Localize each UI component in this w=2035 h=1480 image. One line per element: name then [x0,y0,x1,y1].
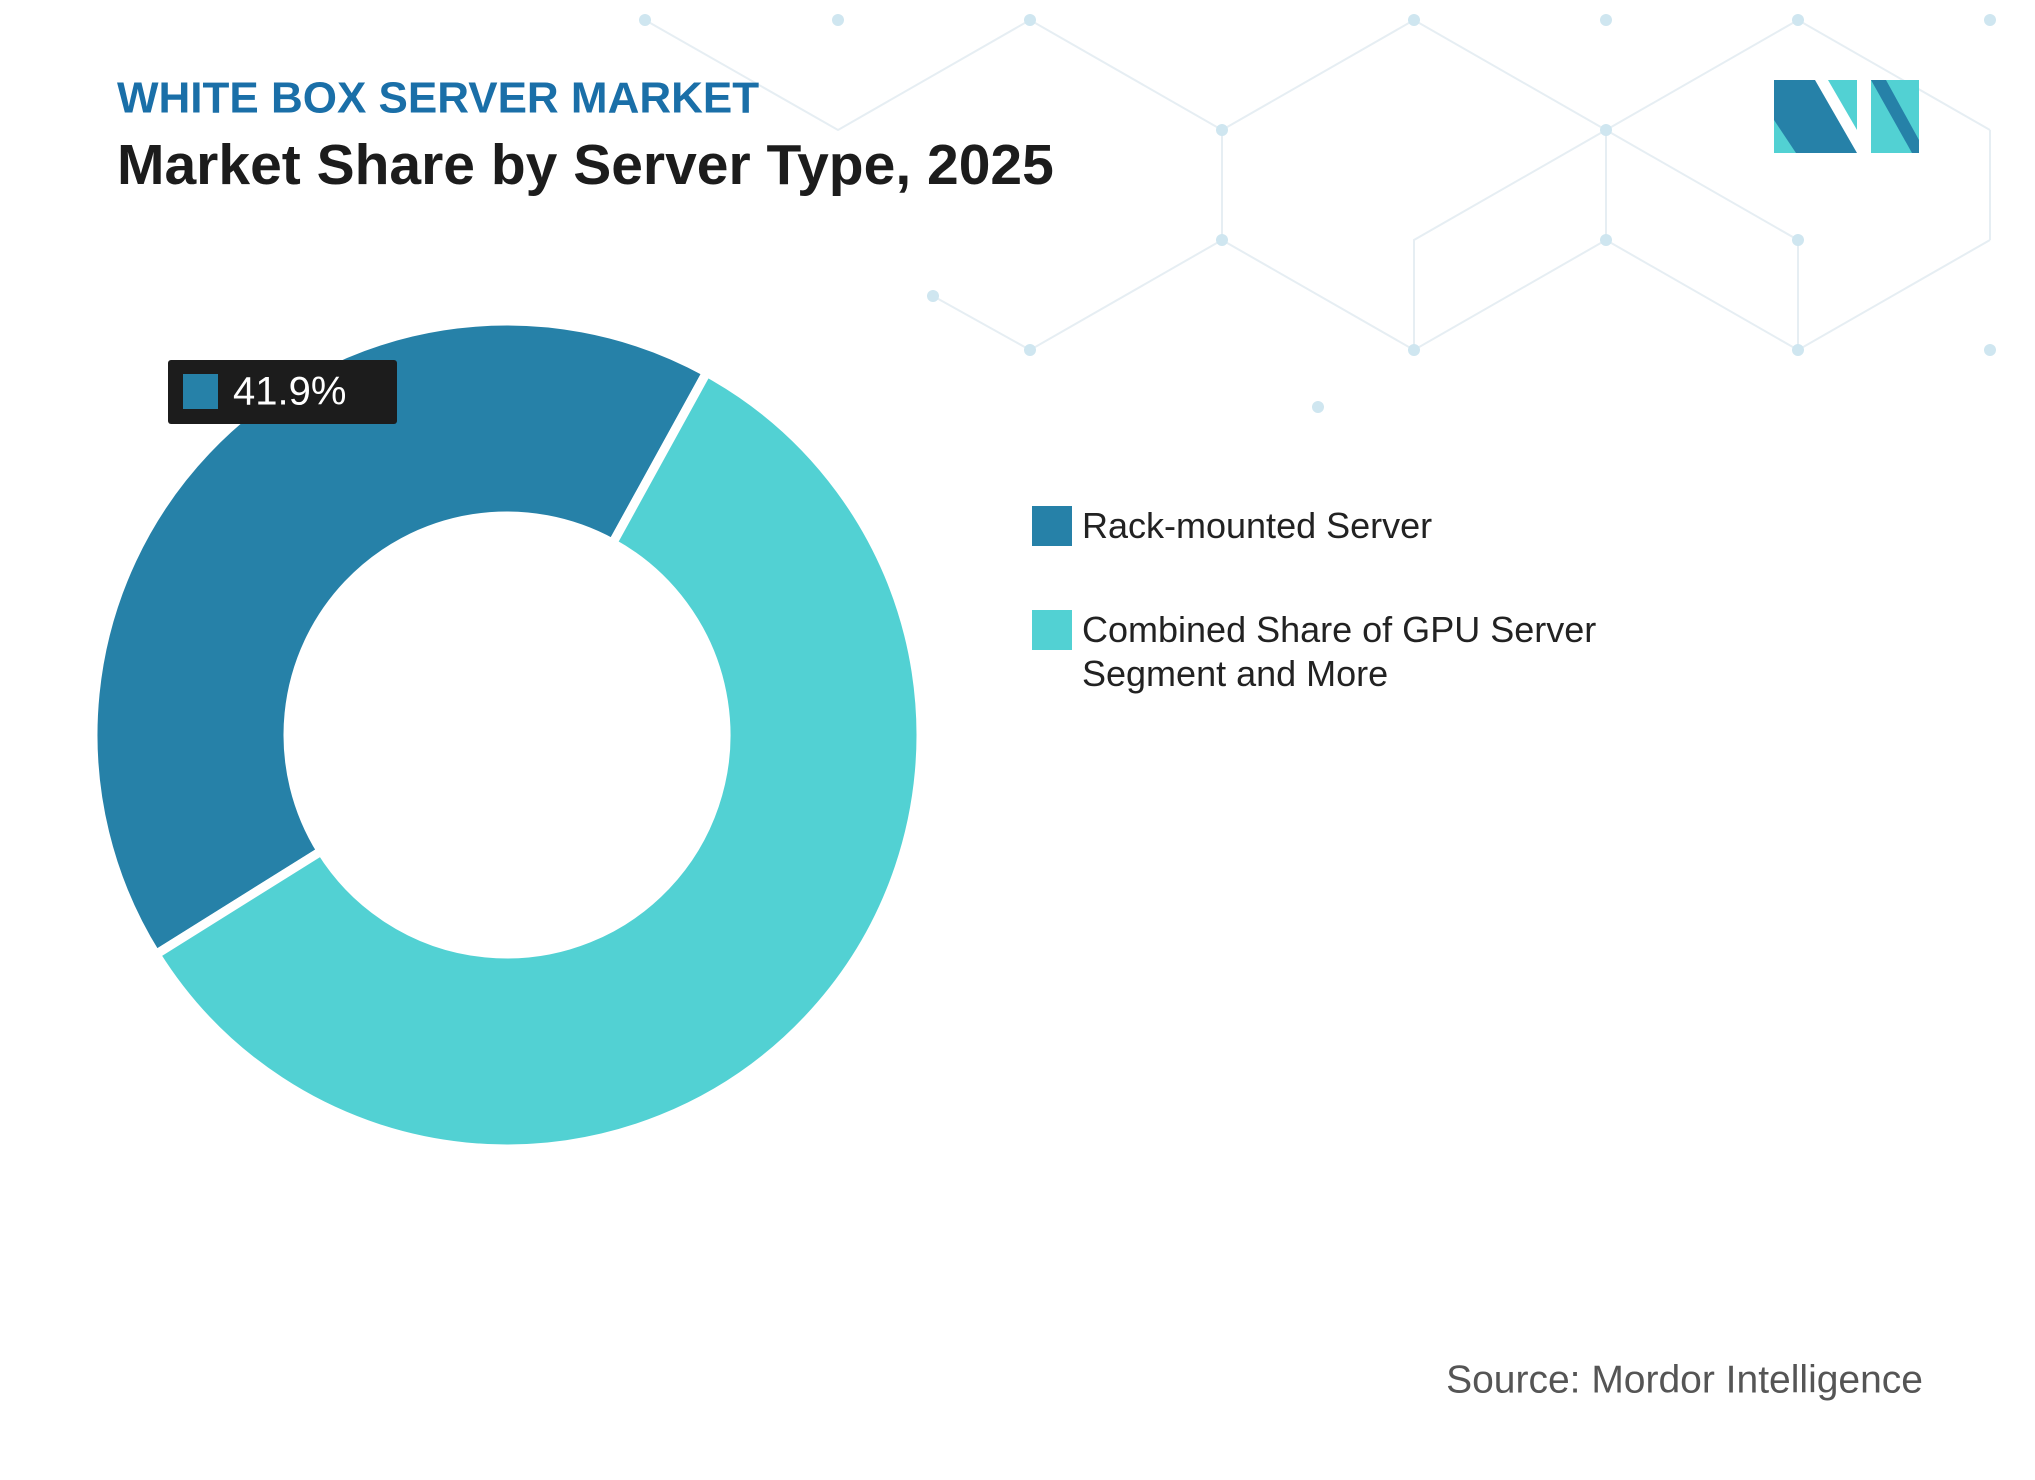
label-box [168,360,397,424]
source: Source: Mordor Intelligence [1446,1358,1923,1401]
legend-label: Rack-mounted Server [1082,505,1433,546]
legend-item: Rack-mounted Server [1032,505,1682,548]
legend-item: Combined Share of GPU Server Segment and… [1032,609,1682,696]
slice [88,316,713,961]
label-swatch [183,374,218,409]
background-dots [639,14,1996,413]
chart-subtitle: WHITE BOX SERVER MARKET [117,74,759,123]
legend-swatch [1032,610,1072,650]
legend-label: Combined Share of GPU Server Segment and… [1082,609,1597,694]
slice [149,366,926,1154]
donut [88,316,926,1154]
data-labels: 41.9% [168,360,397,424]
chart-title: Market Share by Server Type, 2025 [117,133,1054,197]
data-label: 41.9% [233,370,346,414]
logo [1774,80,1919,153]
legend-swatch [1032,506,1072,546]
